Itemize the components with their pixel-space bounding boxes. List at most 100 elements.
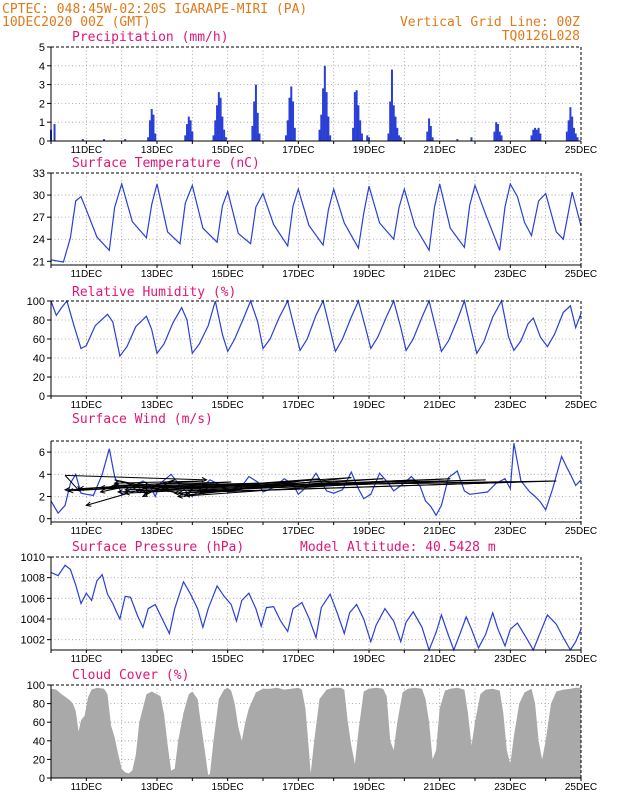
x-tick-label: 17DEC [282, 782, 314, 793]
y-tick-label: 80 [33, 315, 45, 327]
precip-bar [394, 116, 397, 141]
precip-bar [258, 133, 261, 141]
y-tick-label: 100 [27, 680, 45, 692]
precip-bar [498, 131, 501, 141]
y-tick-label: 6 [39, 447, 45, 459]
panel-title: Cloud Cover (%) [72, 668, 189, 683]
x-tick-label: 25DEC [565, 782, 597, 793]
precip-bar [318, 129, 321, 141]
x-tick-label: 17DEC [282, 654, 314, 665]
series-line [50, 564, 582, 652]
x-tick-label: 25DEC [565, 526, 597, 537]
precip-bar [539, 133, 542, 141]
y-tick-label: 60 [33, 334, 45, 346]
header-run-id: TQ0126L028 [502, 29, 580, 44]
precip-bar [392, 105, 395, 141]
precip-bar [565, 131, 568, 141]
cloud-cover-area [51, 687, 581, 778]
series-line [50, 443, 582, 517]
precip-bar [534, 127, 537, 141]
precip-bar [456, 139, 459, 141]
panels: 0 1 2 3 4 5 11DEC 13DEC 15DEC 17DEC 19DEC 21DEC 23DE… [21, 30, 598, 793]
x-tick-label: 23DEC [494, 526, 526, 537]
y-tick-label: 1006 [21, 593, 45, 605]
y-tick-label: 2 [39, 98, 45, 110]
precip-bar [399, 137, 402, 141]
y-tick-label: 1002 [21, 635, 45, 647]
precip-bar [212, 135, 215, 141]
precip-bar [428, 118, 431, 141]
wind-arrow-shaft [199, 480, 557, 493]
precip-bar [576, 137, 579, 141]
precip-bar [221, 116, 224, 141]
panel-1: 0 1 2 3 4 5 11DEC 13DEC 15DEC 17DEC 19DEC 21DEC 23DE… [39, 30, 597, 156]
x-tick-label: 13DEC [141, 145, 173, 156]
y-tick-label: 0 [39, 391, 45, 403]
precip-bar [567, 120, 570, 141]
x-tick-label: 13DEC [141, 782, 173, 793]
precip-bar [219, 97, 222, 141]
y-tick-label: 4 [39, 469, 45, 481]
x-tick-label: 23DEC [494, 269, 526, 280]
precip-bar [256, 112, 259, 141]
precip-bar [254, 84, 257, 141]
precip-bar [150, 109, 153, 141]
y-tick-label: 1010 [21, 552, 45, 564]
y-tick-label: 0 [39, 773, 45, 785]
x-tick-label: 25DEC [565, 269, 597, 280]
y-tick-label: 20 [33, 754, 45, 766]
y-tick-label: 0 [39, 514, 45, 526]
precip-bar [217, 92, 220, 141]
panel-5: 1002 1004 1006 1008 1010 11DEC 13DEC 15DEC 17DEC… [21, 540, 598, 665]
precip-bar [327, 116, 330, 141]
header-location: CPTEC: 048:45W-02:20S IGARAPE-MIRI (PA) [2, 2, 307, 17]
x-tick-label: 25DEC [565, 400, 597, 411]
precip-bar [357, 105, 360, 141]
x-tick-label: 19DEC [353, 145, 385, 156]
x-tick-label: 15DEC [212, 782, 244, 793]
panel-title: Precipitation (mm/h) [72, 30, 229, 45]
x-tick-label: 21DEC [424, 400, 456, 411]
precip-bar [223, 129, 226, 141]
precip-bar [398, 135, 401, 141]
wind-arrow-head [141, 492, 148, 498]
x-tick-label: 17DEC [282, 526, 314, 537]
precip-bar [325, 92, 328, 141]
precip-bar [396, 127, 399, 141]
panel-6: 0 20 40 60 80 100 11DEC 13DEC 15DEC 17DEC 19DEC 21D… [27, 668, 597, 793]
precip-bar [224, 137, 227, 141]
precip-bar [293, 127, 296, 141]
precip-bar [496, 124, 499, 141]
x-tick-label: 15DEC [212, 269, 244, 280]
precip-bar [569, 107, 572, 141]
wind-arrow-head [177, 493, 183, 499]
precip-bar [431, 137, 434, 141]
y-tick-label: 0 [39, 136, 45, 148]
wind-arrow-head [85, 501, 92, 507]
precip-bar [360, 133, 363, 141]
wind-arrow-shaft [64, 475, 80, 492]
wind-arrow-head [184, 492, 191, 498]
x-tick-label: 15DEC [212, 145, 244, 156]
x-tick-label: 13DEC [141, 400, 173, 411]
series-line [50, 181, 582, 263]
wind-arrow-head [99, 484, 106, 491]
x-tick-label: 17DEC [282, 269, 314, 280]
precip-bar [216, 105, 219, 141]
wind-arrow-shaft [188, 479, 486, 492]
precip-bar [154, 133, 157, 141]
x-tick-label: 21DEC [424, 269, 456, 280]
precip-bar [426, 131, 429, 141]
precip-bar [191, 131, 194, 141]
precip-bar [147, 137, 150, 141]
x-tick-label: 19DEC [353, 782, 385, 793]
precip-bar [320, 114, 323, 141]
x-tick-label: 11DEC [71, 145, 103, 156]
x-tick-label: 25DEC [565, 654, 597, 665]
panel-title: Surface Temperature (nC) [72, 156, 260, 171]
precip-bar [286, 120, 289, 141]
wind-arrow-head [198, 489, 205, 495]
precip-bar [368, 137, 370, 141]
precip-bar [429, 125, 432, 141]
